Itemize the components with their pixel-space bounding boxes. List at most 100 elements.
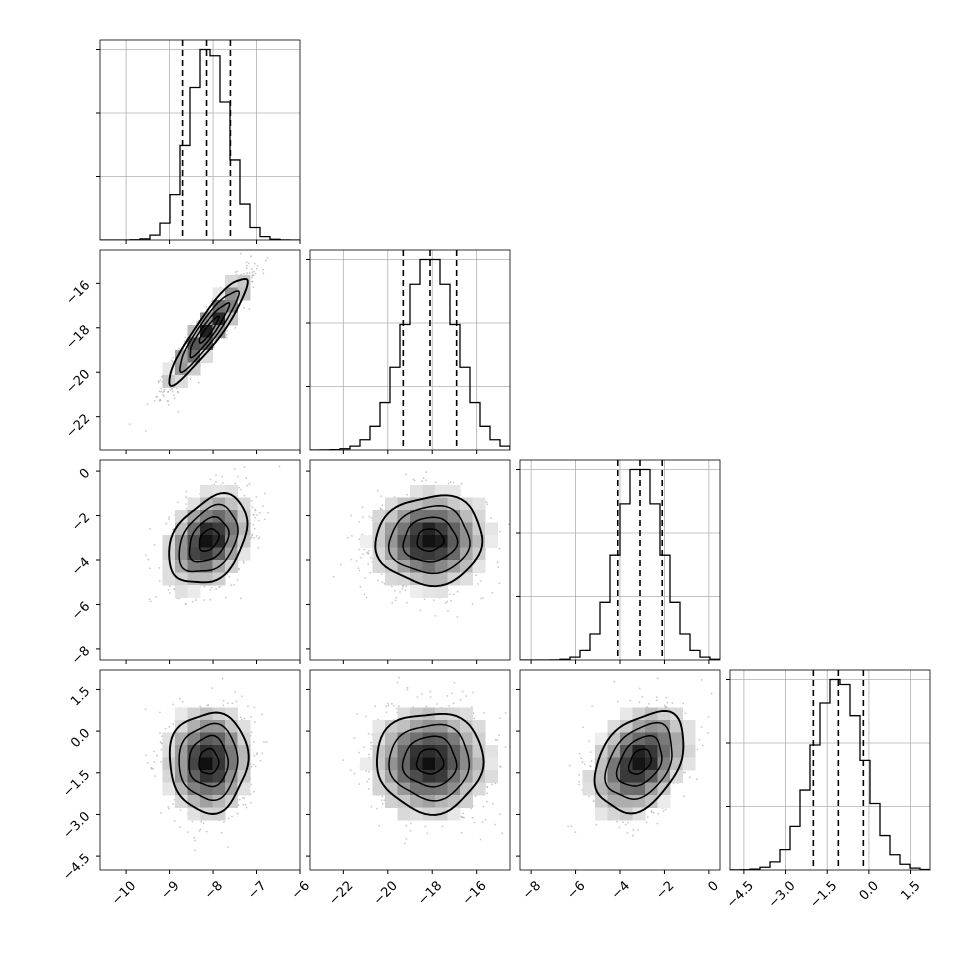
- scatter-point: [264, 518, 266, 521]
- scatter-point: [245, 267, 248, 270]
- scatter-point: [158, 567, 161, 569]
- scatter-point: [477, 583, 479, 585]
- scatter-point: [434, 481, 437, 484]
- scatter-point: [496, 561, 499, 564]
- contour-level-2: [179, 290, 240, 374]
- density-cell: [397, 547, 411, 561]
- scatter-point: [255, 267, 258, 270]
- scatter-point: [177, 410, 180, 413]
- scatter-point: [158, 381, 160, 384]
- density-cell: [472, 510, 486, 523]
- scatter-point: [498, 582, 501, 585]
- density-cell: [385, 572, 398, 586]
- scatter-point: [380, 573, 383, 576]
- density-cell: [212, 300, 226, 313]
- scatter-point: [210, 586, 213, 589]
- scatter-point: [146, 403, 149, 406]
- y-tick-label: −16: [63, 278, 93, 308]
- scatter-point: [162, 393, 164, 396]
- scatter-point: [184, 602, 187, 605]
- scatter-point: [355, 560, 358, 562]
- density-cell: [200, 510, 213, 523]
- histogram-panel-2: [516, 459, 721, 664]
- scatter-point: [250, 536, 253, 539]
- density-cell: [175, 547, 188, 561]
- scatter-point: [169, 585, 171, 587]
- density-cell: [447, 497, 461, 511]
- scatter-point: [215, 588, 218, 590]
- scatter-point: [163, 390, 166, 393]
- density-cell: [175, 510, 188, 523]
- scatter-point: [368, 549, 370, 552]
- density-cell: [372, 560, 386, 573]
- scatter-point: [209, 589, 212, 591]
- scatter-point: [253, 262, 256, 265]
- contour-level-0: [198, 528, 220, 552]
- density-cell: [175, 375, 188, 388]
- scatter-panel-1-0: −22−20−18−16: [63, 249, 301, 454]
- scatter-point: [185, 490, 188, 493]
- scatter-point: [391, 602, 394, 604]
- panel-frame: [729, 669, 931, 871]
- density-cell: [187, 560, 201, 573]
- density-cell: [200, 350, 213, 363]
- density-cell: [472, 522, 486, 536]
- scatter-point: [236, 270, 239, 273]
- density-cell: [435, 585, 448, 598]
- density-cell: [472, 535, 486, 548]
- y-tick-label: −8: [69, 644, 93, 668]
- scatter-point: [369, 571, 372, 574]
- scatter-point: [370, 516, 373, 519]
- scatter-point: [167, 391, 169, 394]
- scatter-point: [230, 584, 233, 586]
- scatter-point: [251, 268, 253, 271]
- scatter-point: [447, 610, 449, 612]
- scatter-point: [404, 589, 407, 592]
- scatter-point: [248, 272, 251, 275]
- scatter-point: [383, 583, 386, 585]
- scatter-point: [257, 537, 260, 540]
- scatter-point: [228, 575, 231, 578]
- scatter-point: [213, 346, 216, 349]
- scatter-point: [149, 528, 151, 530]
- scatter-point: [255, 535, 258, 537]
- density-cell: [200, 572, 213, 586]
- scatter-point: [240, 273, 243, 276]
- density-cell: [422, 485, 436, 498]
- density-cell: [460, 572, 473, 586]
- scatter-point: [144, 430, 147, 432]
- scatter-point: [263, 492, 266, 495]
- density-cell: [237, 522, 251, 536]
- scatter-point: [363, 593, 366, 596]
- scatter-point: [147, 558, 150, 561]
- scatter-point: [252, 763, 255, 766]
- scatter-point: [252, 523, 255, 526]
- x-tick-label: 0.0: [857, 878, 882, 903]
- scatter-point: [219, 585, 222, 588]
- density-cell: [435, 572, 448, 586]
- scatter-point: [165, 522, 168, 525]
- density-cell: [435, 497, 448, 511]
- contour-level-3: [374, 494, 484, 588]
- scatter-point: [163, 388, 166, 391]
- scatter-point: [253, 536, 256, 539]
- scatter-point: [149, 567, 152, 570]
- scatter-point: [421, 480, 423, 483]
- scatter-point: [399, 591, 401, 593]
- scatter-point: [243, 466, 246, 468]
- density-cell: [447, 522, 461, 536]
- density-cell: [447, 485, 461, 498]
- scatter-point: [256, 265, 259, 267]
- scatter-point: [266, 257, 269, 259]
- scatter-point: [172, 356, 175, 359]
- scatter-point: [185, 496, 188, 499]
- scatter-point: [357, 567, 360, 569]
- density-cell: [225, 497, 238, 511]
- contour-level-1: [402, 516, 459, 563]
- density-cell: [212, 522, 226, 536]
- density-cell: [225, 485, 238, 498]
- scatter-point: [444, 601, 447, 604]
- scatter-point: [203, 599, 206, 601]
- density-cell: [175, 585, 188, 598]
- scatter-point: [224, 596, 227, 599]
